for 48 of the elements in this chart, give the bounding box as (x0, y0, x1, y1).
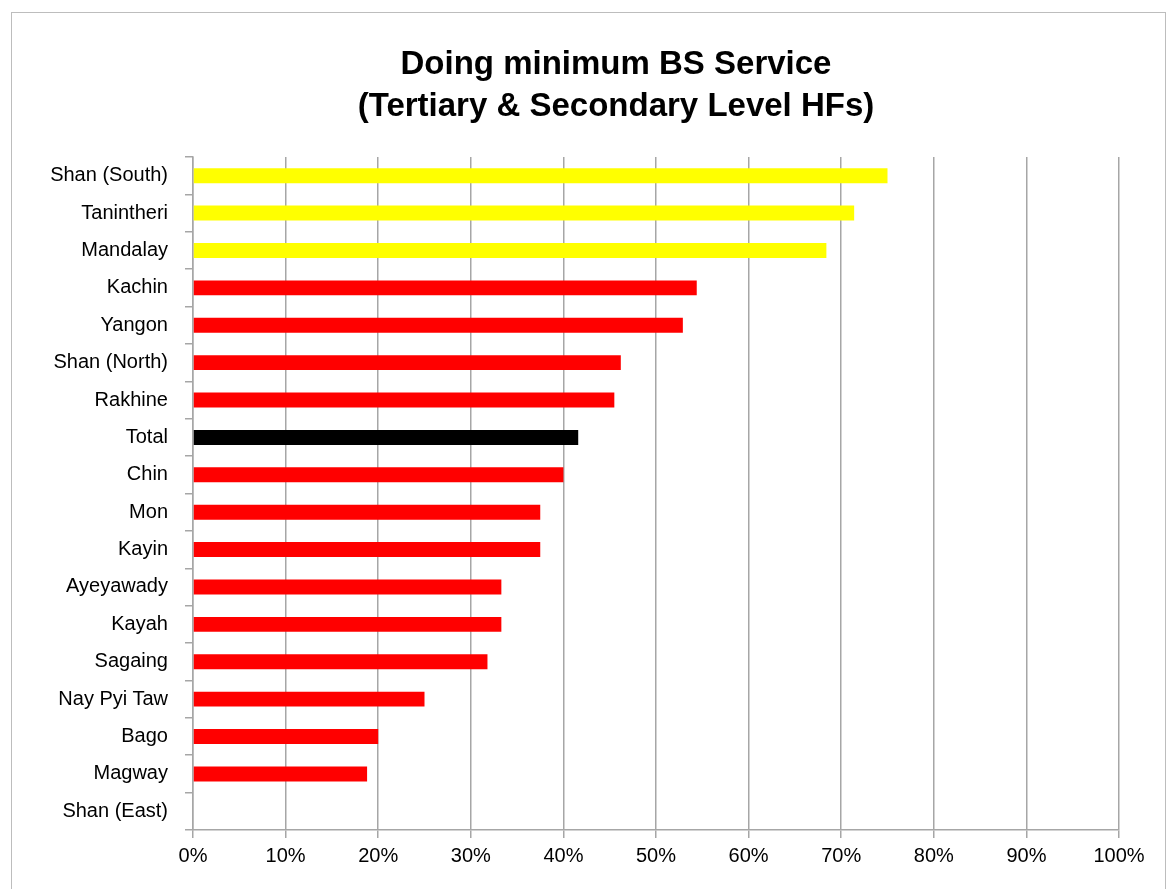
y-tick-label: Mandalay (81, 237, 168, 260)
bar (193, 616, 502, 632)
bar (193, 392, 615, 408)
y-tick-label: Kachin (106, 275, 168, 298)
chart-title: Doing minimum BS Service (399, 44, 833, 82)
y-tick-label: Sagaing (94, 649, 168, 672)
y-tick-label: Nay Pyi Taw (58, 686, 169, 709)
x-tick-label: 60% (728, 843, 769, 866)
y-tick-label: Magway (93, 761, 168, 784)
bar (193, 317, 683, 333)
y-tick-label: Mon (129, 499, 168, 522)
bar (193, 542, 541, 558)
y-tick-label: Bago (121, 724, 168, 747)
bar (193, 691, 425, 707)
y-tick-label: Ayeyawady (66, 574, 168, 597)
y-tick-label: Shan (East) (62, 798, 168, 821)
bar (193, 168, 888, 184)
x-tick-label: 10% (265, 843, 306, 866)
bar (193, 429, 579, 445)
x-tick-label: 30% (450, 843, 492, 866)
bar (193, 205, 855, 221)
x-tick-label: 100% (1093, 843, 1145, 866)
y-tick-label: Tanintheri (81, 200, 168, 223)
bar (193, 766, 368, 782)
x-tick-label: 70% (821, 843, 862, 866)
y-tick-label: Chin (126, 462, 168, 485)
y-tick-label: Shan (North) (53, 350, 168, 373)
y-tick-label: Kayin (117, 537, 168, 560)
bar (193, 280, 697, 296)
bar (193, 729, 379, 745)
x-tick-label: 0% (178, 843, 208, 866)
bar (193, 242, 827, 258)
y-tick-label: Rakhine (94, 387, 168, 410)
bar (193, 504, 541, 520)
bar (193, 579, 502, 595)
y-tick-label: Yangon (100, 312, 168, 335)
bar (193, 467, 564, 483)
chart-subtitle: (Tertiary & Secondary Level HFs) (356, 86, 876, 124)
y-tick-label: Kayah (111, 611, 168, 634)
x-tick-label: 80% (913, 843, 955, 866)
bar (193, 355, 621, 371)
x-tick-label: 20% (358, 843, 399, 866)
x-tick-label: 90% (1006, 843, 1047, 866)
bar (193, 654, 488, 670)
x-tick-label: 40% (543, 843, 584, 866)
y-tick-label: Shan (South) (50, 163, 168, 186)
x-tick-label: 50% (635, 843, 677, 866)
y-tick-label: Total (125, 424, 168, 447)
